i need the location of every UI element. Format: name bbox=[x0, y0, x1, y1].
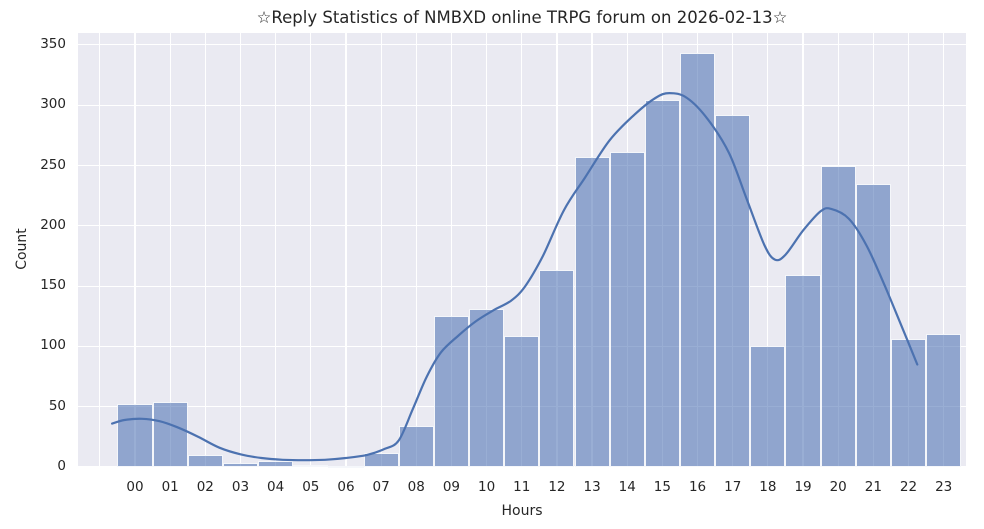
x-tick-label: 08 bbox=[407, 479, 425, 495]
x-tick-label: 15 bbox=[653, 479, 671, 495]
histogram-bar bbox=[117, 404, 153, 467]
histogram-bar bbox=[187, 454, 223, 467]
v-gridline bbox=[134, 33, 136, 467]
v-gridline bbox=[345, 33, 347, 467]
x-tick-label: 16 bbox=[688, 479, 707, 495]
v-gridline bbox=[239, 33, 242, 467]
x-tick-label: 14 bbox=[618, 479, 636, 495]
x-tick-label: 22 bbox=[899, 479, 918, 495]
x-tick-label: 13 bbox=[583, 479, 601, 495]
y-tick-label: 150 bbox=[40, 277, 66, 294]
y-tick-label: 200 bbox=[40, 216, 66, 233]
v-gridline bbox=[99, 33, 101, 467]
histogram-bar bbox=[855, 183, 891, 467]
y-tick-label: 0 bbox=[57, 458, 66, 474]
x-tick-label: 12 bbox=[548, 479, 566, 495]
x-tick-label: 05 bbox=[302, 479, 320, 495]
histogram-bar bbox=[539, 270, 575, 467]
histogram-bar bbox=[363, 452, 399, 467]
x-tick-label: 00 bbox=[126, 479, 144, 495]
x-tick-label: 20 bbox=[829, 479, 847, 495]
histogram-bar bbox=[328, 465, 364, 468]
histogram-bar bbox=[222, 463, 259, 467]
x-tick-label: 03 bbox=[231, 479, 250, 495]
y-tick-label: 100 bbox=[40, 337, 66, 354]
y-tick-label: 350 bbox=[40, 35, 66, 52]
x-tick-label: 18 bbox=[759, 479, 777, 495]
histogram-bar bbox=[293, 464, 329, 467]
x-tick-label: 06 bbox=[337, 479, 355, 495]
x-tick-label: 09 bbox=[442, 479, 461, 495]
histogram-bar bbox=[433, 316, 470, 467]
histogram-bar bbox=[750, 346, 786, 467]
x-tick-label: 01 bbox=[161, 479, 179, 495]
x-tick-label: 23 bbox=[935, 479, 953, 495]
histogram-bar bbox=[820, 165, 856, 467]
y-tick-label: 300 bbox=[40, 96, 66, 113]
histogram-bar bbox=[504, 335, 540, 467]
x-tick-label: 07 bbox=[372, 479, 390, 495]
chart-title: ☆Reply Statistics of NMBXD online TRPG f… bbox=[256, 8, 788, 27]
v-gridline bbox=[310, 33, 312, 467]
x-tick-label: 04 bbox=[267, 479, 285, 495]
histogram-bar bbox=[469, 309, 505, 467]
x-tick-label: 17 bbox=[724, 479, 742, 495]
v-gridline bbox=[943, 33, 945, 467]
histogram-bar bbox=[926, 334, 962, 467]
histogram-bar bbox=[152, 401, 188, 467]
histogram-bar bbox=[679, 53, 716, 467]
histogram-bar bbox=[715, 114, 751, 467]
histogram-bar bbox=[609, 152, 645, 467]
v-gridline bbox=[204, 33, 206, 467]
x-tick-label: 19 bbox=[794, 479, 812, 495]
y-axis-label: Count bbox=[14, 228, 30, 270]
plot-area bbox=[78, 33, 966, 468]
histogram-bar bbox=[785, 275, 821, 467]
x-tick-label: 11 bbox=[513, 479, 531, 495]
v-gridline bbox=[275, 33, 277, 467]
v-gridline bbox=[415, 33, 417, 467]
x-tick-label: 02 bbox=[196, 479, 214, 495]
v-gridline bbox=[380, 33, 382, 467]
histogram-bar bbox=[258, 460, 294, 467]
histogram-bar bbox=[398, 425, 434, 467]
histogram-bar bbox=[890, 339, 927, 467]
x-tick-label: 10 bbox=[478, 479, 496, 495]
histogram-bar bbox=[644, 100, 680, 467]
x-tick-label: 21 bbox=[864, 479, 882, 495]
x-axis-label: Hours bbox=[501, 503, 543, 519]
y-tick-label: 50 bbox=[48, 397, 66, 414]
y-tick-label: 250 bbox=[40, 156, 66, 173]
histogram-bar bbox=[574, 157, 610, 467]
